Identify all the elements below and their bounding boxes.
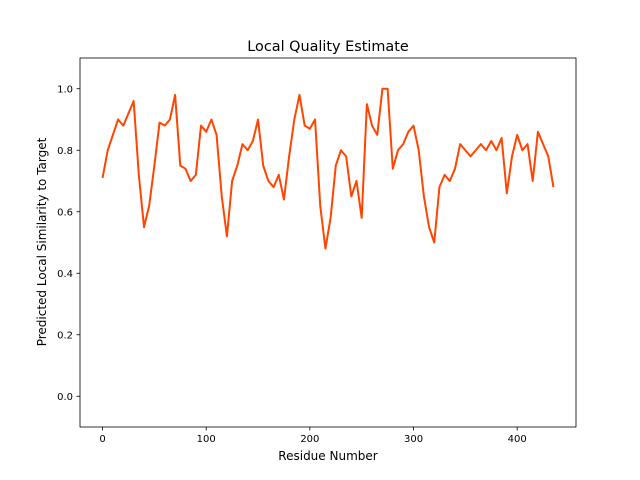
line-series [101, 87, 555, 250]
x-tick-label: 200 [300, 434, 319, 445]
y-tick-label: 0.8 [57, 146, 73, 157]
y-axis-label: Predicted Local Similarity to Target [35, 137, 49, 346]
plot-frame [79, 57, 577, 428]
y-tick-label: 0.2 [57, 330, 73, 341]
chart-title: Local Quality Estimate [247, 39, 409, 55]
x-tick-label: 0 [99, 434, 105, 445]
y-tick-label: 0.4 [57, 269, 73, 280]
x-axis-label: Residue Number [278, 449, 377, 463]
y-tick-label: 0.6 [57, 207, 73, 218]
y-tick-label: 1.0 [57, 84, 73, 95]
x-tick-label: 300 [404, 434, 423, 445]
y-tick-label: 0.0 [57, 392, 73, 403]
x-tick-label: 400 [508, 434, 527, 445]
x-tick-label: 100 [197, 434, 216, 445]
